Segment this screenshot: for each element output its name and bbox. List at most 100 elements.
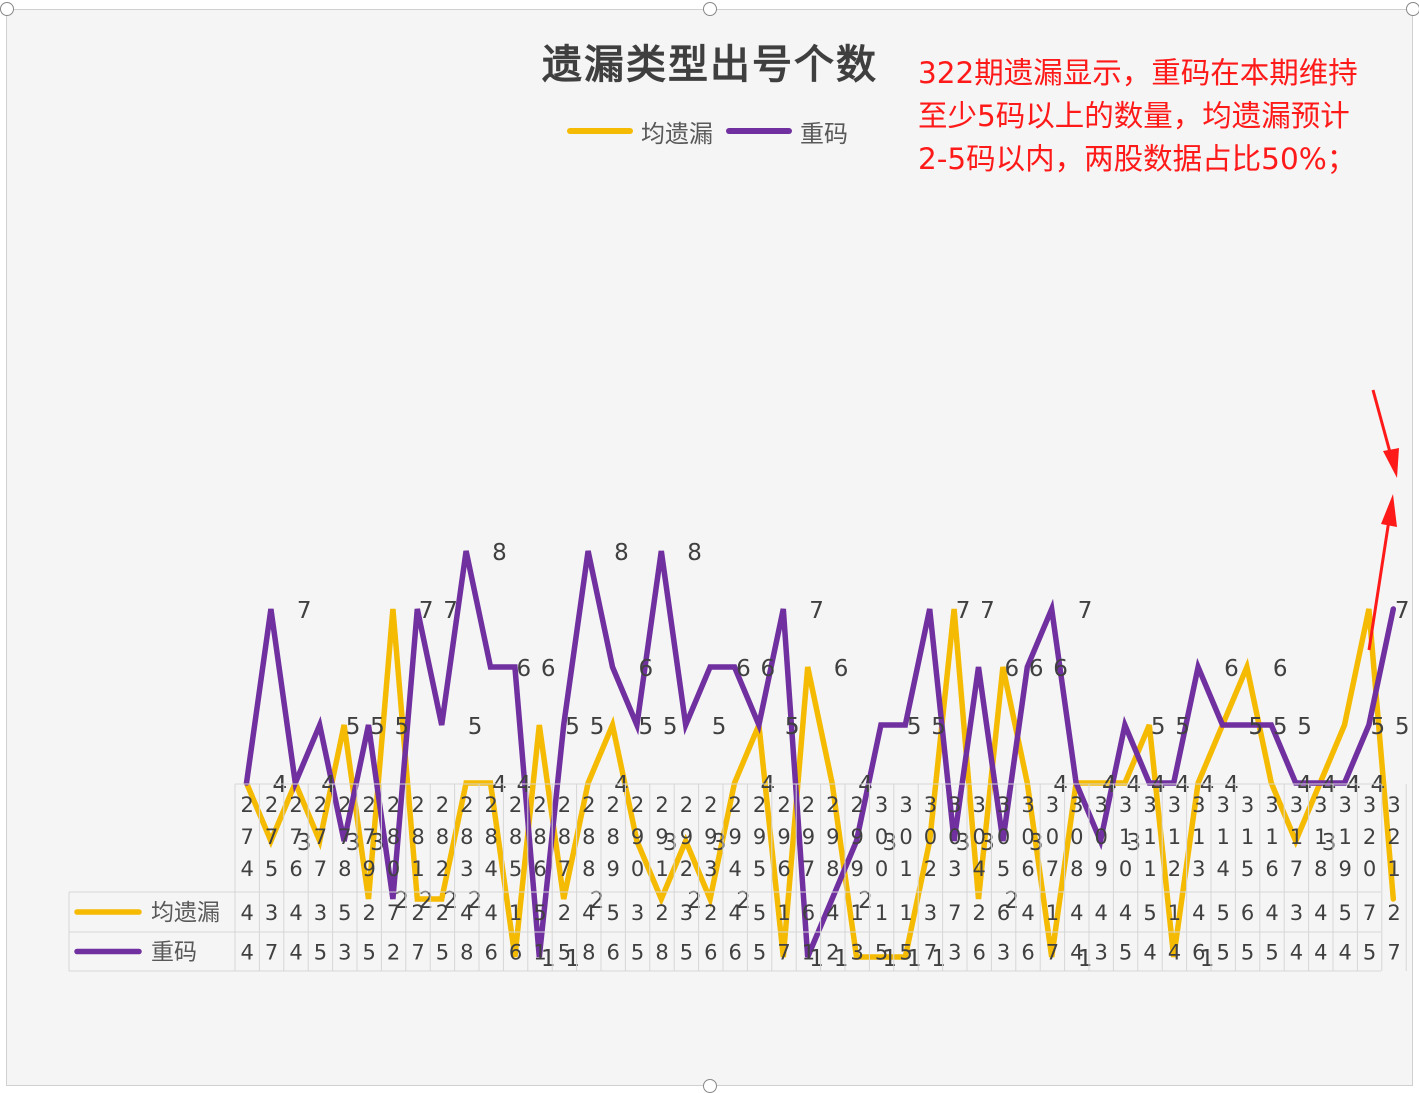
arrow-shaft-down [1373,390,1391,456]
data-label: 6 [1224,656,1239,682]
data-label: 6 [639,656,654,682]
table-cell-value: 4 [1070,901,1083,925]
data-label: 7 [443,598,458,624]
data-label: 5 [663,714,678,740]
table-cell-value: 4 [1265,901,1278,925]
table-cell-value: 3 [948,941,961,965]
table-cell-value: 3 [314,901,327,925]
data-label: 6 [761,656,776,682]
data-label: 5 [785,714,800,740]
table-cell-value: 5 [899,941,912,965]
table-cell-value: 4 [485,901,498,925]
data-label: 5 [590,714,605,740]
data-label: 6 [736,656,751,682]
table-cell-value: 5 [1143,901,1156,925]
data-label: 6 [541,656,556,682]
table-cell-value: 4 [582,901,595,925]
table-cell-value: 4 [1339,941,1352,965]
table-cell-value: 1 [1046,901,1059,925]
table-cell-value: 3 [631,901,644,925]
arrow-head-down [1383,448,1399,478]
table-cell-value: 7 [387,901,400,925]
data-label: 6 [517,656,532,682]
table-cell-value: 4 [1021,901,1034,925]
table-cell-value: 2 [1387,901,1400,925]
table-cell-value: 4 [1314,941,1327,965]
table-cell-value: 2 [436,901,449,925]
table-cell-value: 5 [533,901,546,925]
table-cell-value: 6 [704,941,717,965]
table-cell-value: 7 [777,941,790,965]
data-label: 8 [687,540,702,566]
data-label: 6 [1005,656,1020,682]
table-cell-value: 5 [338,901,351,925]
table-series-name: 重码 [151,940,197,966]
table-cell-value: 8 [582,941,595,965]
data-label: 7 [1395,598,1410,624]
table-cell-value: 1 [1168,901,1181,925]
table-cell-value: 6 [485,941,498,965]
data-label: 5 [1151,714,1166,740]
data-label: 7 [980,598,995,624]
table-cell-value: 1 [533,941,546,965]
data-label: 5 [931,714,946,740]
table-cell-value: 2 [973,901,986,925]
table-cell-value: 4 [241,941,254,965]
data-label: 7 [956,598,971,624]
data-label: 5 [468,714,483,740]
table-cell-value: 5 [558,941,571,965]
table-cell-value: 5 [363,941,376,965]
table-cell-value: 7 [1363,901,1376,925]
table-cell-value: 8 [655,941,668,965]
table-cell-value: 7 [1046,941,1059,965]
data-label: 5 [907,714,922,740]
table-cell-value: 4 [460,901,473,925]
table-cell-value: 4 [1290,941,1303,965]
table-cell-value: 5 [1217,941,1230,965]
data-label: 5 [1297,714,1312,740]
table-cell-value: 7 [265,941,278,965]
table-cell-value: 8 [460,941,473,965]
table-cell-value: 5 [1363,941,1376,965]
table-cell-value: 5 [1339,901,1352,925]
table-cell-value: 6 [1192,941,1205,965]
table-cell-value: 5 [875,941,888,965]
table-cell-value: 2 [387,941,400,965]
table-cell-value: 4 [241,901,254,925]
table-cell-value: 5 [314,941,327,965]
data-label: 7 [297,598,312,624]
data-label: 6 [1029,656,1044,682]
table-cell-value: 3 [1290,901,1303,925]
arrow-head-up [1381,494,1397,527]
table-cell-value: 1 [509,901,522,925]
table-cell-value: 3 [680,901,693,925]
table-cell-value: 7 [411,941,424,965]
